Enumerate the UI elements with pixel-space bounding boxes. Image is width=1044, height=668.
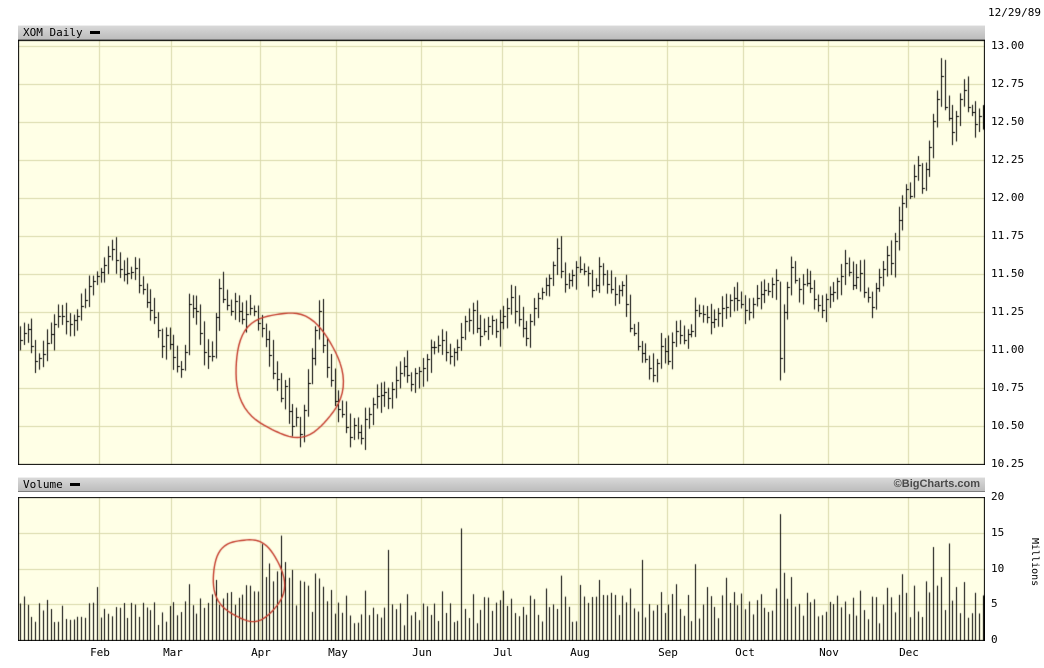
volume-axis-label: 10 (991, 562, 1005, 575)
bigcharts-credit: ©BigCharts.com (893, 478, 980, 490)
month-label: Jul (493, 646, 513, 659)
volume-axis-label: 20 (991, 490, 1005, 503)
volume-axis-label: 0 (991, 633, 998, 646)
volume-units-label: Millions (1029, 538, 1040, 587)
price-axis-label: 11.00 (991, 343, 1025, 356)
price-chart-canvas (18, 40, 985, 465)
price-legend-dash-icon (89, 31, 100, 34)
volume-legend-dash-icon (69, 483, 80, 486)
month-label: Sep (658, 646, 678, 659)
price-axis-label: 11.75 (991, 229, 1025, 242)
month-label: Feb (90, 646, 110, 659)
volume-axis-label: 5 (991, 597, 998, 610)
month-label: Dec (899, 646, 919, 659)
chart-date-label: 12/29/89 (988, 6, 1041, 19)
price-axis-label: 10.50 (991, 419, 1025, 432)
volume-panel-title: Volume (23, 478, 63, 491)
volume-axis-label: 15 (991, 526, 1005, 539)
month-label: Jun (412, 646, 432, 659)
price-axis-label: 11.25 (991, 305, 1025, 318)
month-label: Aug (570, 646, 590, 659)
price-axis-label: 10.75 (991, 381, 1025, 394)
price-axis-label: 12.75 (991, 77, 1025, 90)
price-axis-label: 13.00 (991, 39, 1025, 52)
month-label: Apr (251, 646, 271, 659)
price-axis-label: 12.50 (991, 115, 1025, 128)
price-axis-label: 10.25 (991, 457, 1025, 470)
price-axis-label: 12.25 (991, 153, 1025, 166)
volume-panel-header: Volume ©BigCharts.com (18, 477, 985, 492)
volume-chart-canvas (18, 497, 985, 641)
price-axis-label: 11.50 (991, 267, 1025, 280)
price-panel-header: XOM Daily (18, 25, 985, 40)
month-label: Nov (819, 646, 839, 659)
month-label: May (328, 646, 348, 659)
month-label: Oct (735, 646, 755, 659)
price-axis-label: 12.00 (991, 191, 1025, 204)
month-label: Mar (163, 646, 183, 659)
price-panel-title: XOM Daily (23, 26, 83, 39)
